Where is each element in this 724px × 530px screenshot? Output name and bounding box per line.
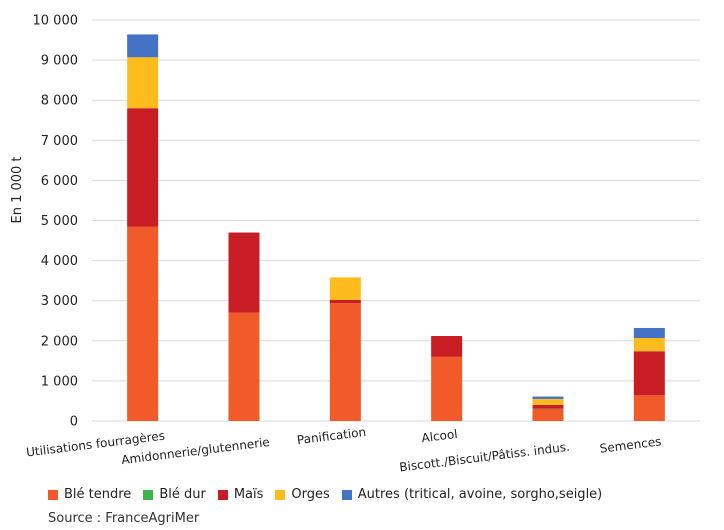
bar-segment	[127, 34, 159, 58]
y-tick-label: 1 000	[41, 374, 78, 389]
y-tick-label: 2 000	[41, 334, 78, 349]
bar-segment	[532, 398, 564, 405]
x-category-label: Panification	[296, 425, 367, 447]
legend-label: Blé tendre	[64, 487, 132, 502]
bar-segment	[633, 351, 665, 396]
bar-segment	[228, 312, 260, 421]
legend-swatch	[341, 489, 352, 500]
bar-segment	[127, 57, 159, 109]
x-axis-categories: Utilisations fourragèresAmidonnerie/glut…	[25, 425, 662, 475]
y-tick-label: 8 000	[41, 94, 78, 109]
legend-label: Blé dur	[159, 487, 206, 502]
legend-label: Autres (tritical, avoine, sorgho,seigle)	[357, 487, 603, 502]
bar-segment	[532, 404, 564, 409]
y-tick-label: 6 000	[41, 174, 78, 189]
y-axis-ticks: 0 1 000 2 000 3 000 4 000 5 000 6 000 7 000 8 00…	[33, 14, 79, 430]
bar-segment	[329, 299, 361, 304]
legend-item: Blé dur	[143, 487, 206, 502]
bar-segment	[532, 408, 564, 421]
legend-swatch	[217, 489, 228, 500]
y-tick-label: 10 000	[33, 14, 79, 29]
legend-item: Blé tendre	[48, 487, 131, 502]
y-tick-label: 7 000	[41, 134, 78, 149]
gridlines	[92, 19, 700, 422]
bar-segment	[127, 108, 159, 227]
legend-item: Maïs	[217, 487, 264, 502]
y-tick-label: 4 000	[41, 254, 78, 269]
bars	[127, 34, 665, 421]
legend-swatch	[275, 489, 286, 500]
y-tick-label: 5 000	[41, 214, 78, 229]
bar-segment	[431, 335, 463, 357]
y-tick-label: 9 000	[41, 54, 78, 69]
legend-item: Orges	[275, 487, 330, 502]
source-note: Source : FranceAgriMer	[48, 511, 200, 526]
x-category-label: Semences	[599, 434, 662, 455]
legend-label: Maïs	[233, 487, 264, 502]
bar-segment	[228, 232, 260, 313]
bar-segment	[633, 337, 665, 352]
legend-item: Autres (tritical, avoine, sorgho,seigle)	[341, 487, 603, 502]
bar-segment	[633, 327, 665, 338]
legend-swatch	[48, 489, 58, 500]
x-category-label: Alcool	[421, 427, 459, 445]
legend: Blé tendre Blé dur Maïs Orges Autres (tritic…	[48, 487, 614, 502]
stacked-bar-chart: 0 1 000 2 000 3 000 4 000 5 000 6 000 7 000 8 00…	[10, 14, 700, 475]
bar-segment	[329, 303, 361, 421]
legend-swatch	[143, 489, 154, 500]
bar-segment	[431, 356, 463, 421]
legend-label: Orges	[291, 487, 330, 502]
y-tick-label: 3 000	[41, 294, 78, 309]
bar-segment	[633, 395, 665, 421]
bar-segment	[329, 277, 361, 300]
bar-segment	[532, 396, 564, 399]
y-axis-label: En 1 000 t	[10, 156, 25, 223]
y-tick-label: 0	[70, 415, 78, 430]
bar-segment	[127, 226, 159, 421]
